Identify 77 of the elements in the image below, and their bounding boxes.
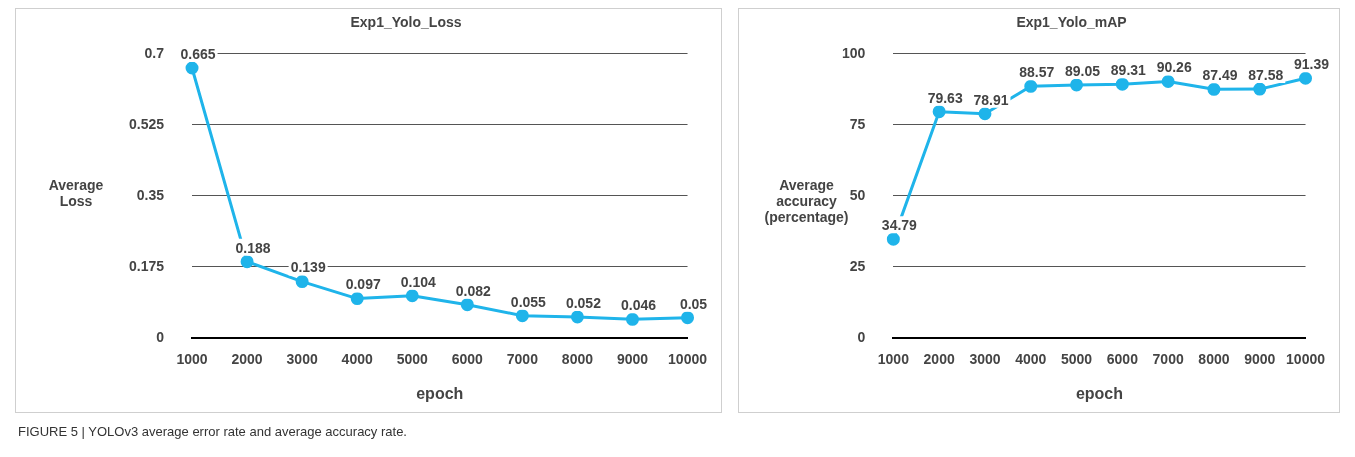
data-label: 88.57 <box>1019 64 1055 81</box>
y-axis-title: Average Loss <box>47 177 105 209</box>
data-label: 90.26 <box>1156 59 1192 76</box>
y-tick-label: 0 <box>857 328 866 345</box>
point <box>978 107 992 121</box>
data-label: 89.05 <box>1065 62 1101 79</box>
caption: FIGURE 5 | YOLOv3 average error rate and average accuracy rate. <box>18 424 407 439</box>
x-tick-label: 7000 <box>1152 351 1184 368</box>
x-tick-label: 1000 <box>176 351 208 368</box>
y-tick-label: 100 <box>842 44 866 61</box>
chart-title: Exp1_Yolo_Loss <box>350 14 462 31</box>
x-tick-label: 8000 <box>1198 351 1230 368</box>
y-tick-label: 75 <box>849 115 866 132</box>
data-label: 0.046 <box>620 297 657 314</box>
point <box>1115 77 1129 91</box>
chart-title: Exp1_Yolo_mAP <box>1016 14 1127 31</box>
x-tick-label: 9000 <box>1244 351 1276 368</box>
point <box>1299 71 1313 85</box>
data-label: 0.097 <box>345 276 381 293</box>
y-axis-title: Average accuracy (percentage) <box>764 177 849 225</box>
x-tick-label: 6000 <box>1106 351 1139 368</box>
data-label: 87.58 <box>1248 66 1284 83</box>
x-tick-label: 8000 <box>561 351 594 368</box>
point <box>1024 79 1038 93</box>
x-tick-label: 6000 <box>451 351 484 368</box>
x-tick-label: 7000 <box>506 351 539 368</box>
x-tick-label: 10000 <box>668 351 708 368</box>
point <box>1070 78 1084 92</box>
point <box>240 255 254 269</box>
data-label: 0.188 <box>235 239 271 256</box>
x-tick-label: 1000 <box>877 351 910 368</box>
x-tick-label: 3000 <box>969 351 1001 368</box>
x-tick-label: 2000 <box>923 351 955 368</box>
y-tick-label: 0.35 <box>136 186 165 203</box>
point <box>570 310 584 324</box>
point <box>185 61 199 75</box>
y-tick-label: 0.7 <box>144 44 165 61</box>
data-label: 0.139 <box>290 259 326 276</box>
point <box>886 232 900 246</box>
point <box>1161 74 1175 88</box>
y-tick-label: 0.525 <box>128 115 165 132</box>
data-label: 0.104 <box>400 273 436 290</box>
data-label: 0.665 <box>180 45 216 62</box>
data-label: 78.91 <box>973 91 1009 108</box>
point <box>932 105 946 119</box>
data-label: 89.31 <box>1110 62 1147 79</box>
point <box>625 312 639 326</box>
x-axis-title: epoch <box>416 384 464 402</box>
x-tick-label: 4000 <box>341 351 373 368</box>
data-label: 79.63 <box>927 89 963 106</box>
x-tick-label: 10000 <box>1286 351 1326 368</box>
data-label: 34.79 <box>881 216 918 233</box>
y-tick-label: 0 <box>156 328 165 345</box>
x-tick-label: 4000 <box>1015 351 1047 368</box>
point <box>515 309 529 323</box>
x-tick-label: 5000 <box>396 351 429 368</box>
point <box>460 298 474 312</box>
data-label: 0.052 <box>565 294 602 311</box>
point <box>681 311 695 325</box>
data-label: 0.05 <box>679 295 708 312</box>
y-tick-label: 50 <box>849 186 866 203</box>
x-tick-label: 5000 <box>1060 351 1093 368</box>
x-axis-title: epoch <box>1075 384 1124 402</box>
y-tick-label: 25 <box>849 257 866 274</box>
point <box>295 275 309 289</box>
data-label: 0.055 <box>510 293 547 310</box>
point <box>405 289 419 303</box>
y-tick-label: 0.175 <box>128 257 165 274</box>
data-label: 91.39 <box>1294 56 1330 73</box>
x-tick-label: 9000 <box>616 351 649 368</box>
point <box>350 292 364 306</box>
point <box>1253 82 1267 96</box>
x-tick-label: 3000 <box>286 351 318 368</box>
data-label: 87.49 <box>1202 67 1238 84</box>
data-label: 0.082 <box>455 282 492 299</box>
point <box>1207 82 1221 96</box>
x-tick-label: 2000 <box>231 351 263 368</box>
